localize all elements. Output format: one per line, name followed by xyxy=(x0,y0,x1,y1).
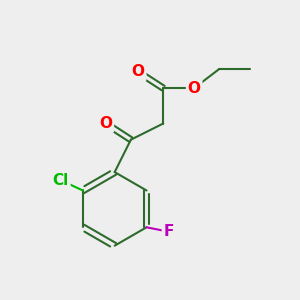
Text: F: F xyxy=(164,224,174,239)
Text: Cl: Cl xyxy=(52,173,69,188)
Text: O: O xyxy=(99,116,112,131)
Text: O: O xyxy=(132,64,145,80)
Text: O: O xyxy=(188,81,201,96)
